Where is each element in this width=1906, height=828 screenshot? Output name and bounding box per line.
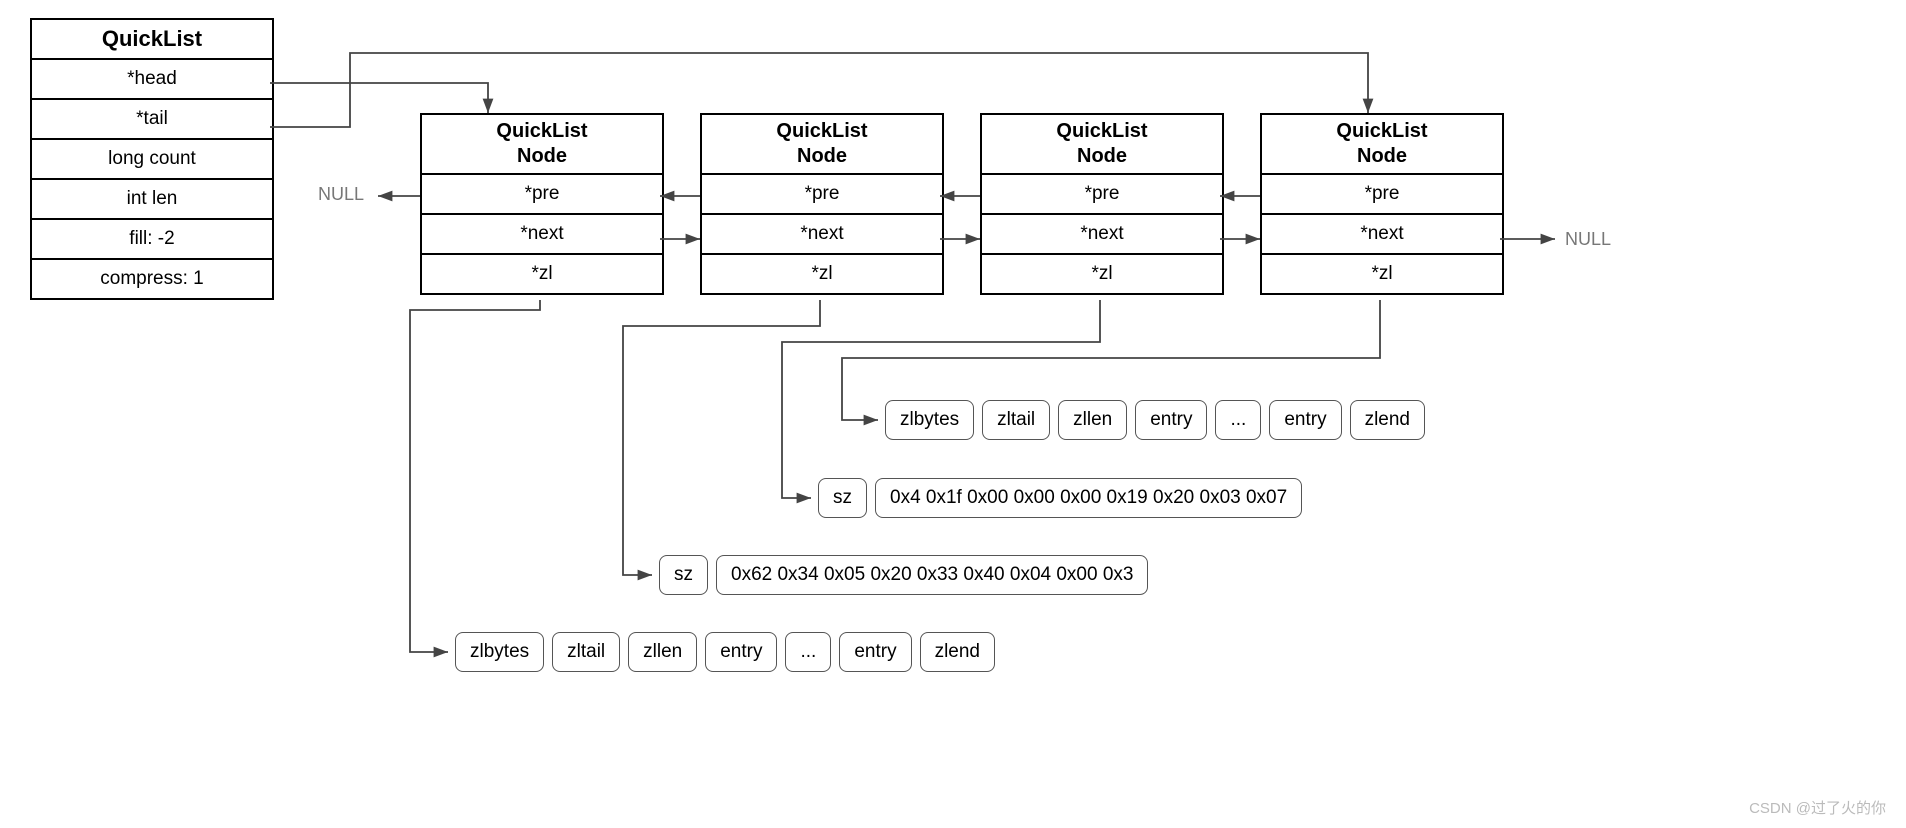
quicklist-field: fill: -2: [32, 220, 272, 260]
ziplist-row: zlbyteszltailzllenentry...entryzlend: [885, 400, 1425, 440]
node-field: *next: [702, 215, 942, 255]
node-title: QuickList Node: [982, 115, 1222, 175]
quicklist-node: QuickList Node *pre *next *zl: [700, 113, 944, 295]
ziplist-chip: zllen: [628, 632, 697, 672]
ziplist-chip: sz: [659, 555, 708, 595]
ziplist-chip: ...: [1215, 400, 1261, 440]
quicklist-node: QuickList Node *pre *next *zl: [420, 113, 664, 295]
ziplist-chip: sz: [818, 478, 867, 518]
node-field: *zl: [982, 255, 1222, 293]
node-title: QuickList Node: [702, 115, 942, 175]
ziplist-chip: entry: [1269, 400, 1341, 440]
quicklist-struct: QuickList *head *tail long count int len…: [30, 18, 274, 300]
ziplist-chip: ...: [785, 632, 831, 672]
node-field: *next: [982, 215, 1222, 255]
node-field: *next: [422, 215, 662, 255]
ziplist-row: zlbyteszltailzllenentry...entryzlend: [455, 632, 995, 672]
ziplist-chip: 0x4 0x1f 0x00 0x00 0x00 0x19 0x20 0x03 0…: [875, 478, 1302, 518]
quicklist-node: QuickList Node *pre *next *zl: [980, 113, 1224, 295]
ziplist-chip: zlbytes: [885, 400, 974, 440]
ziplist-chip: zltail: [552, 632, 620, 672]
quicklist-title: QuickList: [32, 20, 272, 60]
node-field: *pre: [422, 175, 662, 215]
quicklist-node: QuickList Node *pre *next *zl: [1260, 113, 1504, 295]
quicklist-field: int len: [32, 180, 272, 220]
quicklist-field: *head: [32, 60, 272, 100]
ziplist-row: sz0x62 0x34 0x05 0x20 0x33 0x40 0x04 0x0…: [659, 555, 1148, 595]
quicklist-field: *tail: [32, 100, 272, 140]
node-field: *next: [1262, 215, 1502, 255]
ziplist-chip: entry: [1135, 400, 1207, 440]
ziplist-chip: 0x62 0x34 0x05 0x20 0x33 0x40 0x04 0x00 …: [716, 555, 1148, 595]
node-field: *zl: [422, 255, 662, 293]
quicklist-field: long count: [32, 140, 272, 180]
ziplist-chip: zlend: [920, 632, 995, 672]
node-field: *zl: [1262, 255, 1502, 293]
ziplist-chip: zlend: [1350, 400, 1425, 440]
node-title: QuickList Node: [1262, 115, 1502, 175]
node-title: QuickList Node: [422, 115, 662, 175]
node-field: *pre: [702, 175, 942, 215]
ziplist-chip: zltail: [982, 400, 1050, 440]
ziplist-chip: entry: [839, 632, 911, 672]
ziplist-row: sz0x4 0x1f 0x00 0x00 0x00 0x19 0x20 0x03…: [818, 478, 1302, 518]
node-field: *zl: [702, 255, 942, 293]
ziplist-chip: zllen: [1058, 400, 1127, 440]
ziplist-chip: entry: [705, 632, 777, 672]
null-left-label: NULL: [318, 184, 364, 205]
watermark: CSDN @过了火的你: [1749, 797, 1886, 818]
quicklist-field: compress: 1: [32, 260, 272, 298]
null-right-label: NULL: [1565, 229, 1611, 250]
node-field: *pre: [982, 175, 1222, 215]
ziplist-chip: zlbytes: [455, 632, 544, 672]
node-field: *pre: [1262, 175, 1502, 215]
